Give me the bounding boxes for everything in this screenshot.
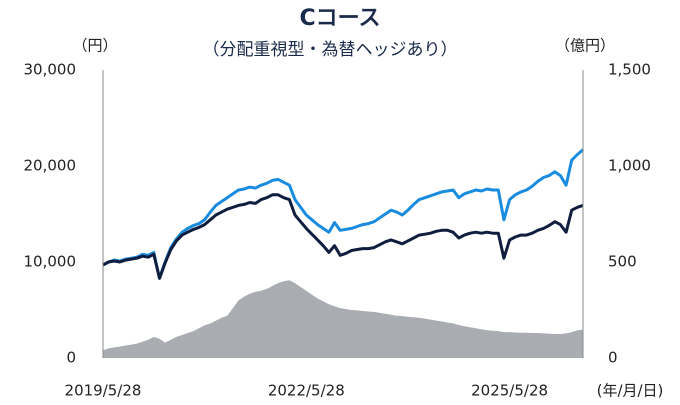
line (102, 148, 584, 280)
y-tick-label: 20,000 (24, 157, 77, 175)
line (102, 193, 584, 280)
y2-tick-label: 1,000 (608, 157, 651, 175)
y-tick-label: 30,000 (24, 61, 77, 79)
y2-tick-label: 0 (608, 349, 618, 367)
x-tick-label: 2019/5/28 (65, 382, 142, 400)
area (103, 280, 583, 358)
y2-tick-label: 500 (608, 253, 637, 271)
y2-tick-label: 1,500 (608, 61, 651, 79)
chart-subtitle: （分配重視型・為替ヘッジあり） (203, 40, 458, 60)
y2-axis-label: （億円） (555, 37, 615, 55)
y-tick-label: 10,000 (24, 253, 77, 271)
y-tick-label: 0 (66, 349, 76, 367)
x-axis-label: (年/月/日) (597, 382, 664, 400)
x-tick-label: 2022/5/28 (268, 382, 345, 400)
chart-title: Cコース (299, 6, 380, 31)
x-tick-label: 2025/5/28 (471, 382, 548, 400)
y-axis-label: （円） (72, 37, 117, 55)
